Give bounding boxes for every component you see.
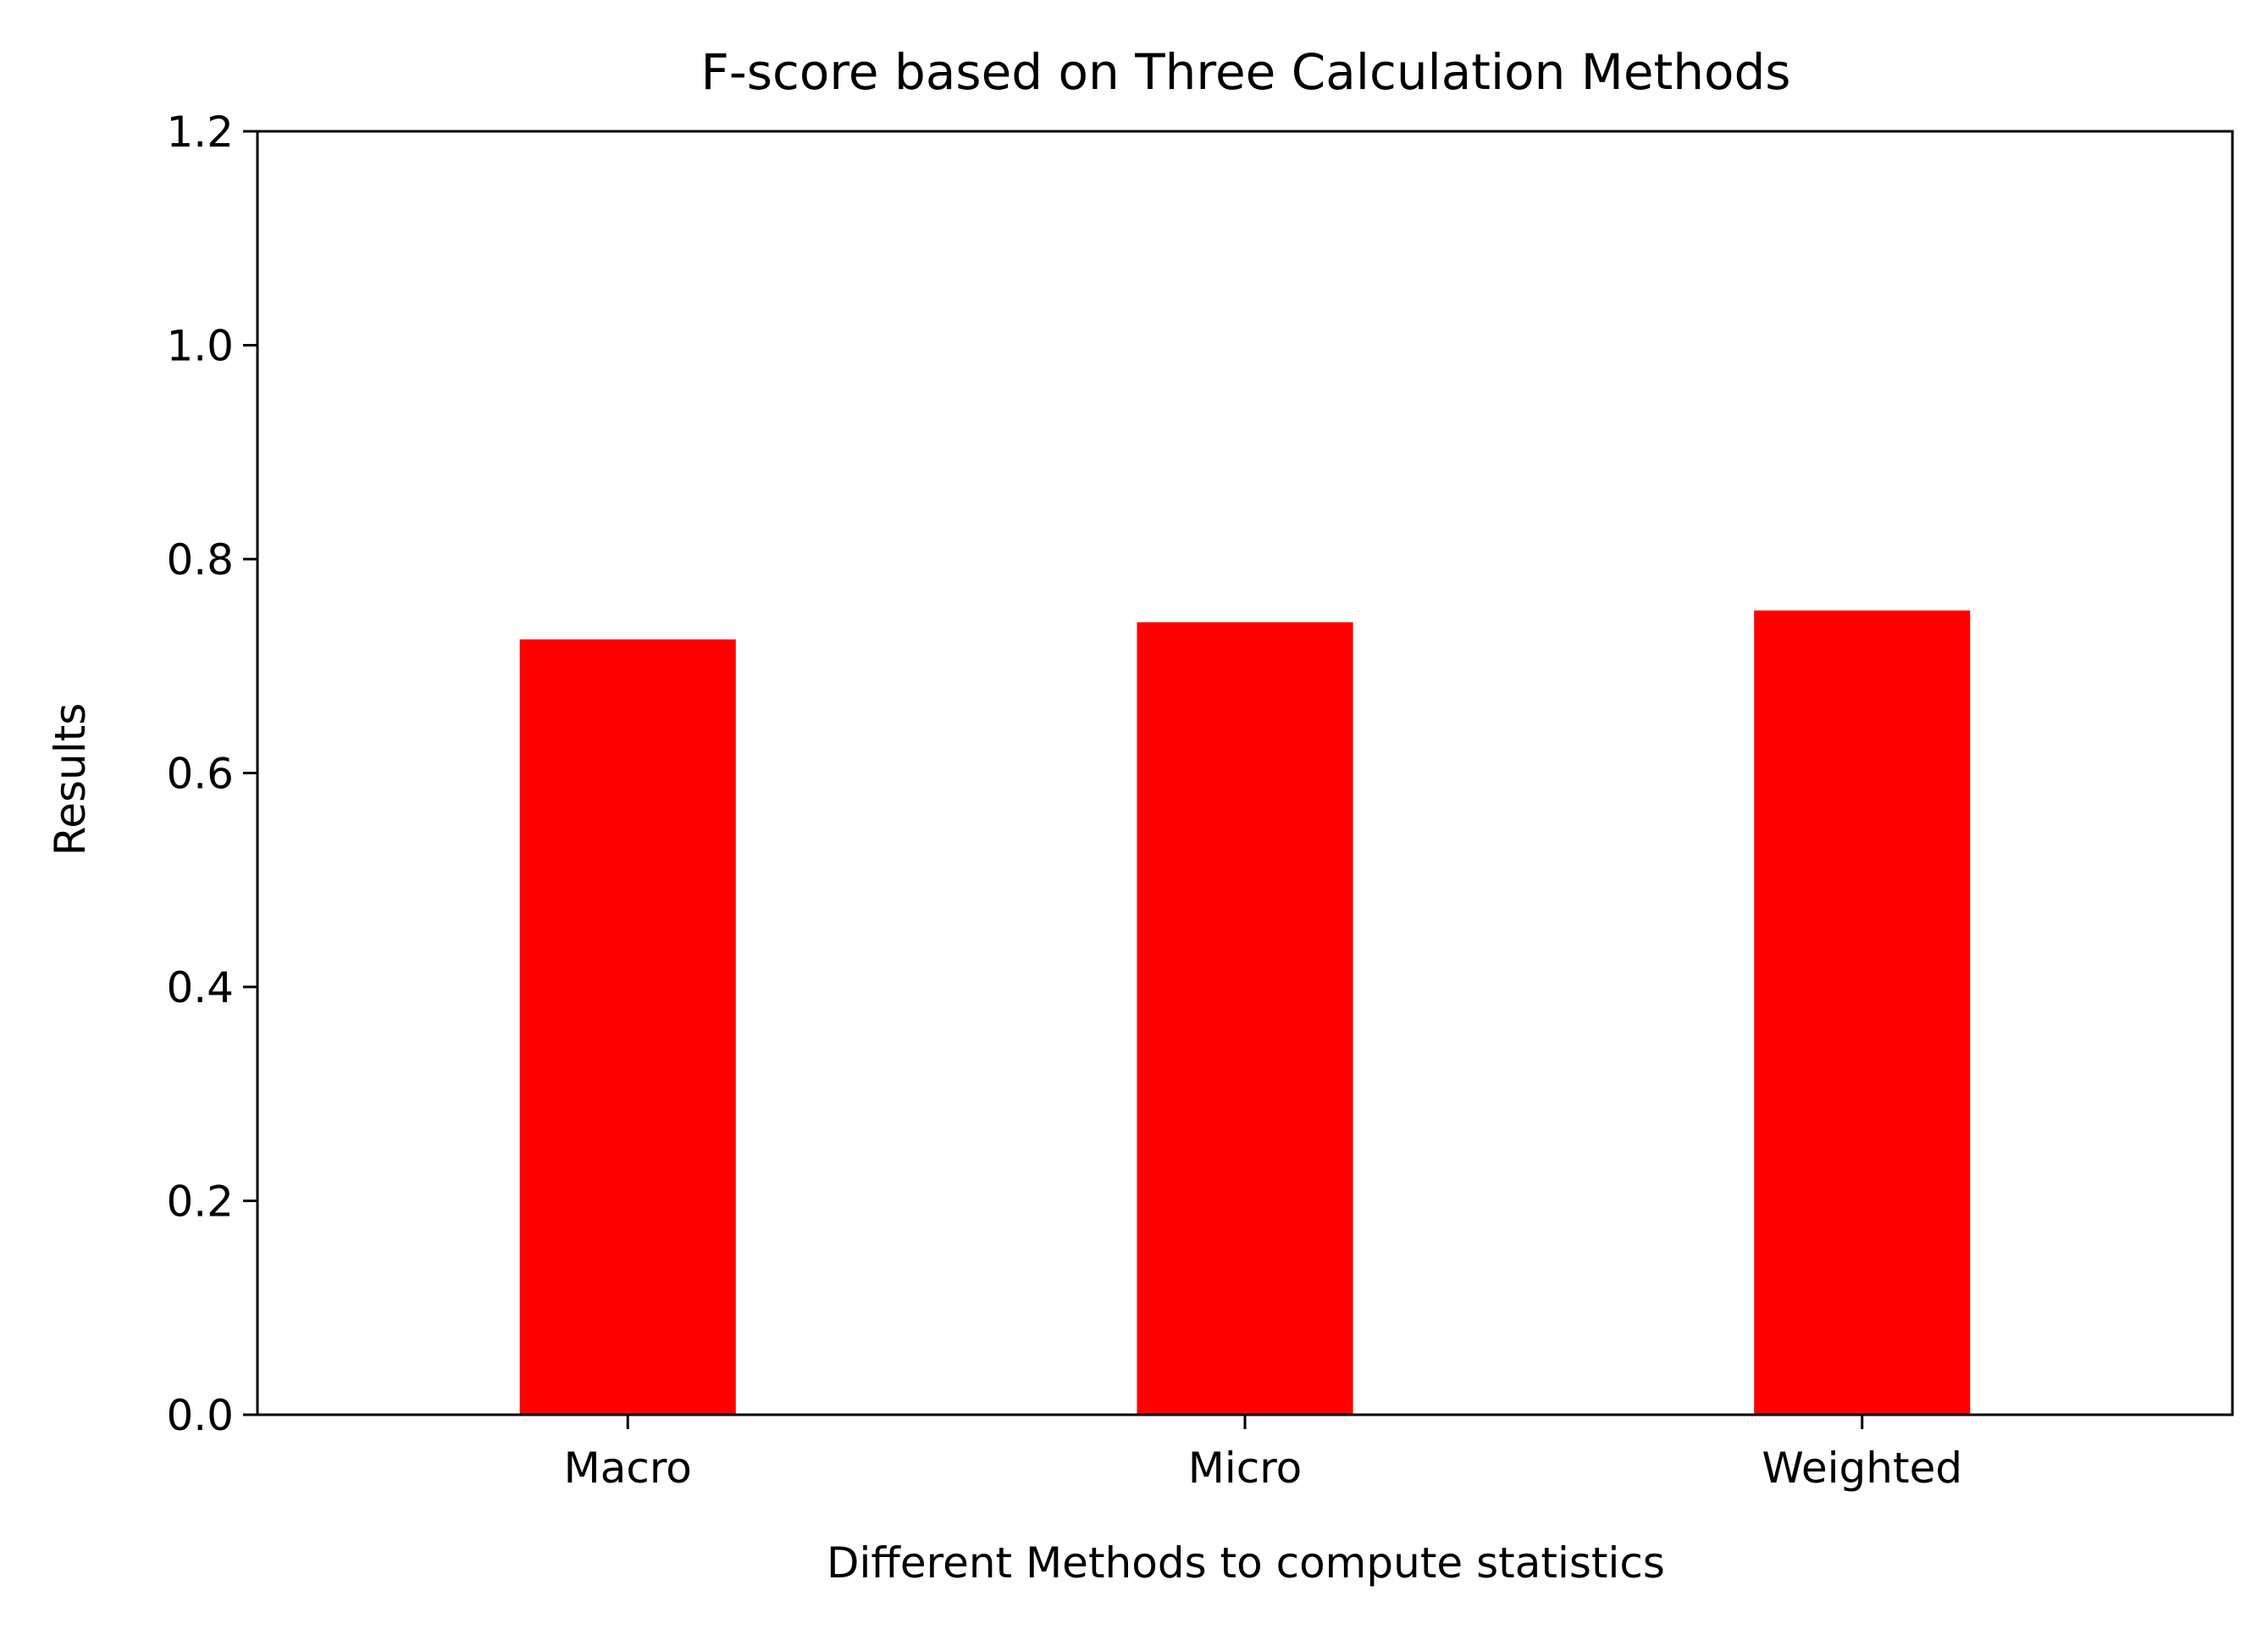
y-tick-label: 0.6 xyxy=(166,750,234,799)
y-tick-label: 0.8 xyxy=(166,535,234,585)
bar-micro xyxy=(1137,622,1353,1415)
x-axis-label: Different Methods to compute statistics xyxy=(827,1538,1665,1588)
y-axis-label: Results xyxy=(46,703,95,856)
y-tick-label: 0.2 xyxy=(166,1178,234,1227)
chart-title: F-score based on Three Calculation Metho… xyxy=(700,43,1790,101)
y-tick-label: 1.2 xyxy=(166,108,234,157)
bar-weighted xyxy=(1754,610,1971,1415)
bar-macro xyxy=(519,639,736,1415)
x-tick-label-micro: Micro xyxy=(1188,1444,1303,1493)
x-tick-label-weighted: Weighted xyxy=(1762,1444,1962,1493)
plot-area: 0.0 0.2 0.4 0.6 0.8 1.0 1.2 Macro Micro Weighted xyxy=(166,108,2234,1493)
y-tick-label: 1.0 xyxy=(166,322,234,371)
y-tick-label: 0.0 xyxy=(166,1391,234,1440)
y-tick-label: 0.4 xyxy=(166,963,234,1012)
x-tick-label-macro: Macro xyxy=(564,1444,692,1493)
